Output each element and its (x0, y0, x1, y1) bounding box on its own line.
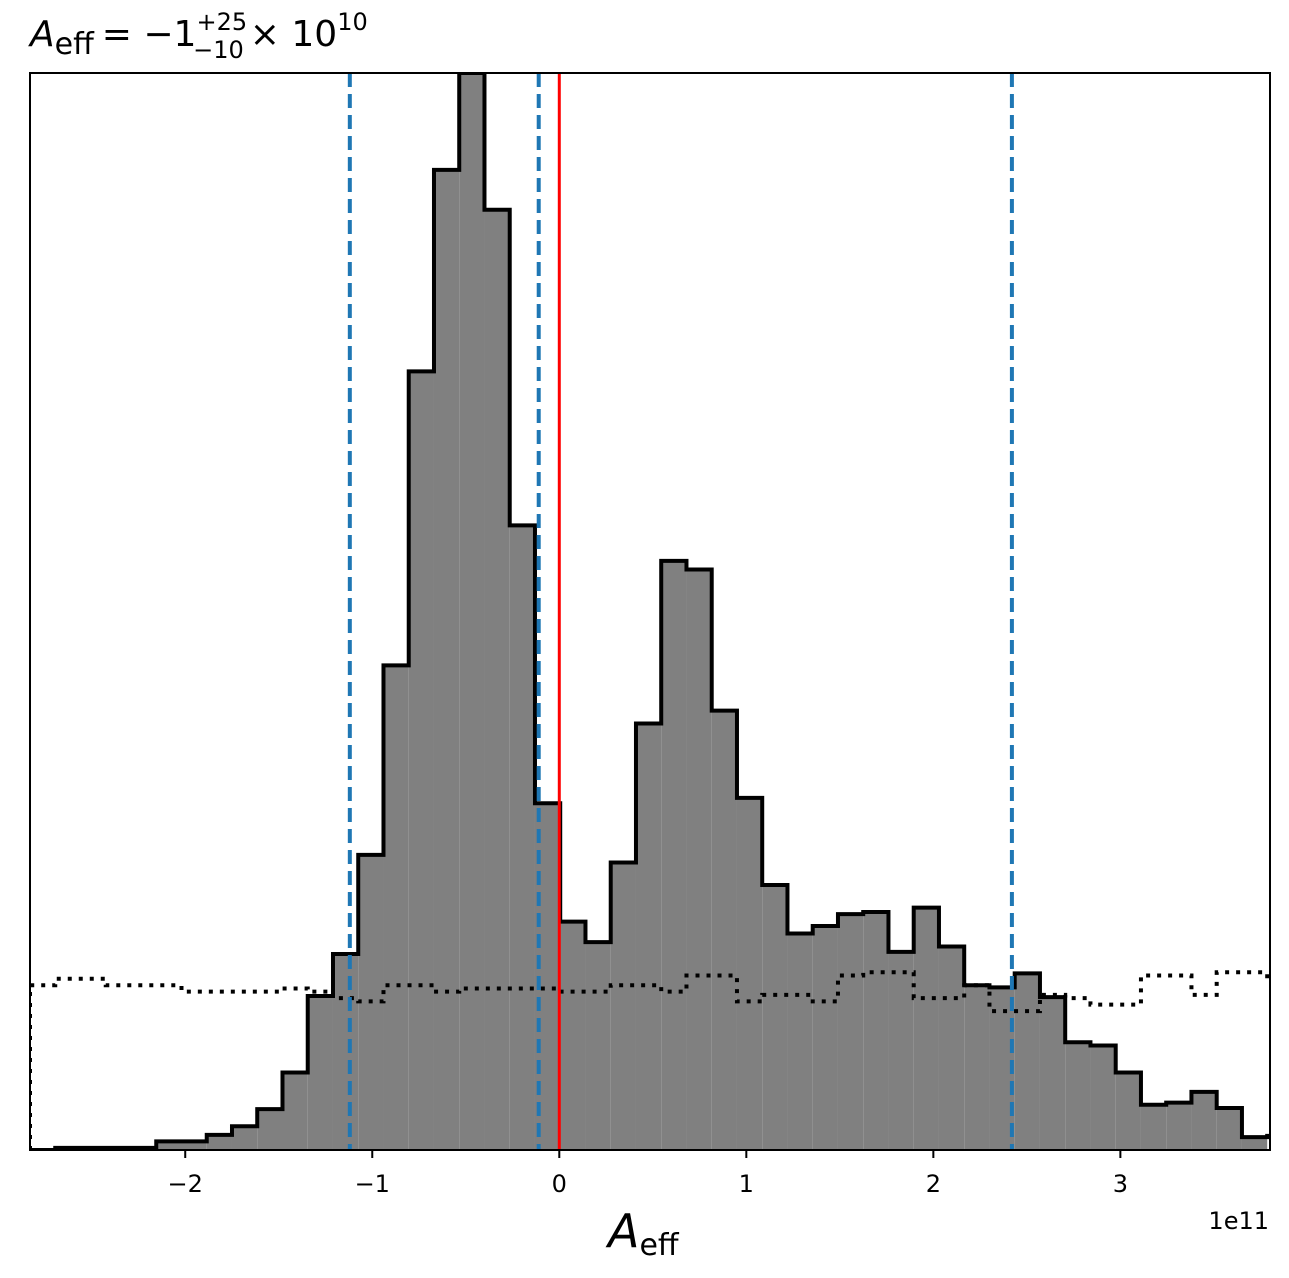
histogram-bar (837, 914, 864, 1150)
histogram-bar (1090, 1045, 1116, 1150)
histogram-bar (938, 946, 965, 1150)
histogram-bar (913, 907, 939, 1150)
histogram-bar (332, 953, 359, 1150)
x-axis-label-subscript: eff (639, 1228, 679, 1263)
histogram-bar (787, 933, 813, 1150)
histogram-bar (231, 1126, 258, 1150)
histogram-bar (433, 169, 460, 1150)
histogram-bar (484, 209, 510, 1150)
plot-area (29, 72, 1271, 1151)
histogram-bar (711, 710, 737, 1150)
x-tick-label: 2 (926, 1170, 941, 1198)
histogram-bar (257, 1109, 283, 1150)
x-axis-label-symbol: A (605, 1204, 639, 1258)
x-tick-label: −1 (355, 1170, 390, 1198)
x-axis-label: Aeff (605, 1204, 680, 1263)
x-tick-label: 0 (552, 1170, 567, 1198)
histogram-bar (181, 1141, 207, 1150)
histogram-bar (156, 1141, 182, 1150)
histogram-bar (1140, 1104, 1167, 1150)
x-tick-label: 1 (739, 1170, 754, 1198)
histogram-bar (686, 569, 712, 1150)
histogram-bar (560, 921, 586, 1150)
histogram-bar (459, 73, 485, 1150)
posterior-histogram-outline (30, 73, 1270, 1150)
title-relation: = −1 (102, 14, 197, 55)
histogram-bar (964, 985, 990, 1150)
histogram-bar (383, 665, 409, 1150)
histogram-bar (509, 525, 535, 1150)
title-multiplier: × 10 (250, 14, 337, 55)
title-upper-error: +25 (196, 8, 247, 36)
histogram-bar (1241, 1137, 1268, 1150)
title-symbol: A (28, 14, 55, 55)
histogram-bar (1014, 973, 1040, 1150)
histogram-bar (1166, 1102, 1192, 1150)
histogram-bar (736, 797, 763, 1150)
histogram-bar (888, 951, 914, 1150)
histogram-bar (635, 723, 662, 1150)
histogram-bar (1065, 1042, 1091, 1150)
histogram-bar (610, 862, 636, 1150)
title-lower-error: −10 (193, 36, 244, 64)
histogram-bar (585, 942, 611, 1150)
histogram-bar (1039, 997, 1066, 1150)
chart-title: Aeff = −1+25 −10 × 1010 (28, 8, 368, 64)
x-axis-ticks: −2 −1 0 1 2 3 (168, 1150, 1128, 1198)
x-tick-label: −2 (168, 1170, 203, 1198)
histogram-bar (408, 371, 434, 1150)
histogram-bar (863, 911, 889, 1150)
histogram-bar (762, 885, 788, 1150)
title-symbol-subscript: eff (55, 27, 95, 62)
histogram-bar (1115, 1072, 1141, 1150)
histogram-bar (1216, 1107, 1242, 1150)
title-exponent: 10 (337, 8, 368, 36)
histogram-bar (206, 1134, 232, 1150)
histogram-bar (812, 925, 838, 1150)
histogram-bar (282, 1072, 308, 1150)
histogram-bar (1191, 1091, 1217, 1150)
histogram-bar (307, 995, 333, 1150)
x-tick-label: 3 (1113, 1170, 1128, 1198)
axes-frame (29, 72, 1271, 1151)
histogram-bar (661, 560, 687, 1150)
x-axis-offset-label: 1e11 (1208, 1207, 1269, 1235)
